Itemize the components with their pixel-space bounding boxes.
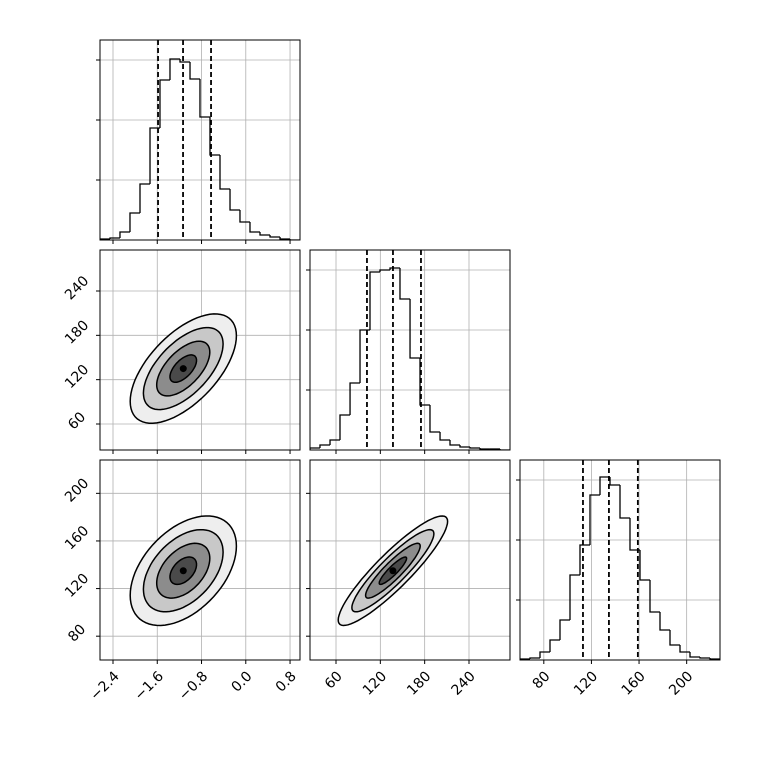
y-tick-label: 80 [65,621,89,645]
histogram-bin [499,449,510,450]
histogram-bin [259,232,271,236]
panel-frame [309,249,511,451]
histogram-bin [319,444,331,448]
x-tick-label: 200 [666,668,696,698]
histogram-bin [339,414,351,440]
panel-frame [99,249,301,451]
histogram-bin [599,476,610,495]
histogram-bin [709,658,720,660]
histogram-bin [279,237,290,240]
panel [100,250,300,450]
histogram-bin [409,299,421,359]
histogram-bin [239,210,250,223]
histogram-bin [199,79,210,118]
panel-frame [99,39,301,241]
x-tick-label: −1.6 [132,668,167,703]
x-tick-label: 60 [322,668,346,692]
histogram-bin [589,494,600,545]
histogram-bin [249,222,260,233]
histogram-bin [419,358,430,406]
histogram-bin [359,329,370,383]
histogram-bin [100,238,111,240]
y-tick-label: 120 [62,362,92,392]
histogram-bin [229,189,240,211]
histogram-bin [679,645,690,653]
histogram-bin [159,79,170,128]
histogram-bin [129,212,140,232]
panel-frame [99,459,301,661]
histogram-bin [559,619,570,640]
histogram-bin [609,477,620,486]
histogram-bin [529,657,540,659]
histogram-bin [699,657,710,659]
histogram-bin [369,271,380,330]
histogram-bin [209,117,220,156]
panel [100,40,300,240]
panel [520,460,720,660]
panel [310,460,510,660]
histogram-bin [139,183,151,213]
panel-frame [519,459,721,661]
histogram-bin [399,268,411,300]
histogram-bin [639,550,650,581]
histogram-bin [629,518,640,551]
x-tick-label: 80 [530,668,554,692]
histogram-bin [429,405,441,433]
histogram-bin [520,658,530,660]
histogram-bin [439,432,451,441]
x-tick-label: 160 [619,668,649,698]
y-tick-label: 240 [62,273,92,303]
histogram-bin [109,237,120,239]
histogram-bin [119,231,130,238]
histogram-bin [689,652,700,658]
histogram-bin [389,267,400,270]
y-tick-label: 160 [62,523,92,553]
histogram-bin [479,448,490,450]
histogram-bin [619,485,630,519]
y-tick-label: 180 [62,317,92,347]
x-tick-label: 120 [360,668,390,698]
histogram-bin [449,440,460,446]
histogram-bin [459,445,471,448]
histogram-bin [349,382,361,415]
histogram-bin [149,127,160,184]
panel-frame [309,459,511,661]
x-tick-label: 240 [449,668,479,698]
x-tick-label: 0.0 [228,668,255,695]
histogram-bin [539,651,550,658]
histogram-bin [579,544,590,575]
y-tick-label: 200 [62,475,92,505]
histogram-bin [169,58,180,80]
panel [100,460,300,660]
histogram-bin [469,447,481,449]
histogram-bin [289,239,300,240]
histogram-bin [649,580,660,613]
histogram-bin [549,639,560,652]
y-tick-label: 120 [62,571,92,601]
panel [310,250,510,450]
x-tick-label: 120 [571,668,601,698]
x-tick-label: −0.8 [176,668,211,703]
mean-point [179,567,187,575]
histogram-bin [219,155,231,190]
histogram-bin [569,574,580,620]
x-tick-label: 180 [404,668,434,698]
y-tick-label: 60 [65,409,89,433]
histogram-bin [659,612,670,631]
histogram-bin [669,630,680,646]
x-tick-label: −2.4 [87,668,122,703]
histogram-bin [269,235,281,238]
histogram-bin [329,439,340,445]
x-tick-label: 0.8 [273,668,300,695]
histogram-bin [179,59,191,63]
histogram-bin [379,269,391,272]
mean-point [179,365,187,373]
mean-point [389,567,397,575]
histogram-bin [310,447,320,450]
histogram-bin [189,62,200,80]
